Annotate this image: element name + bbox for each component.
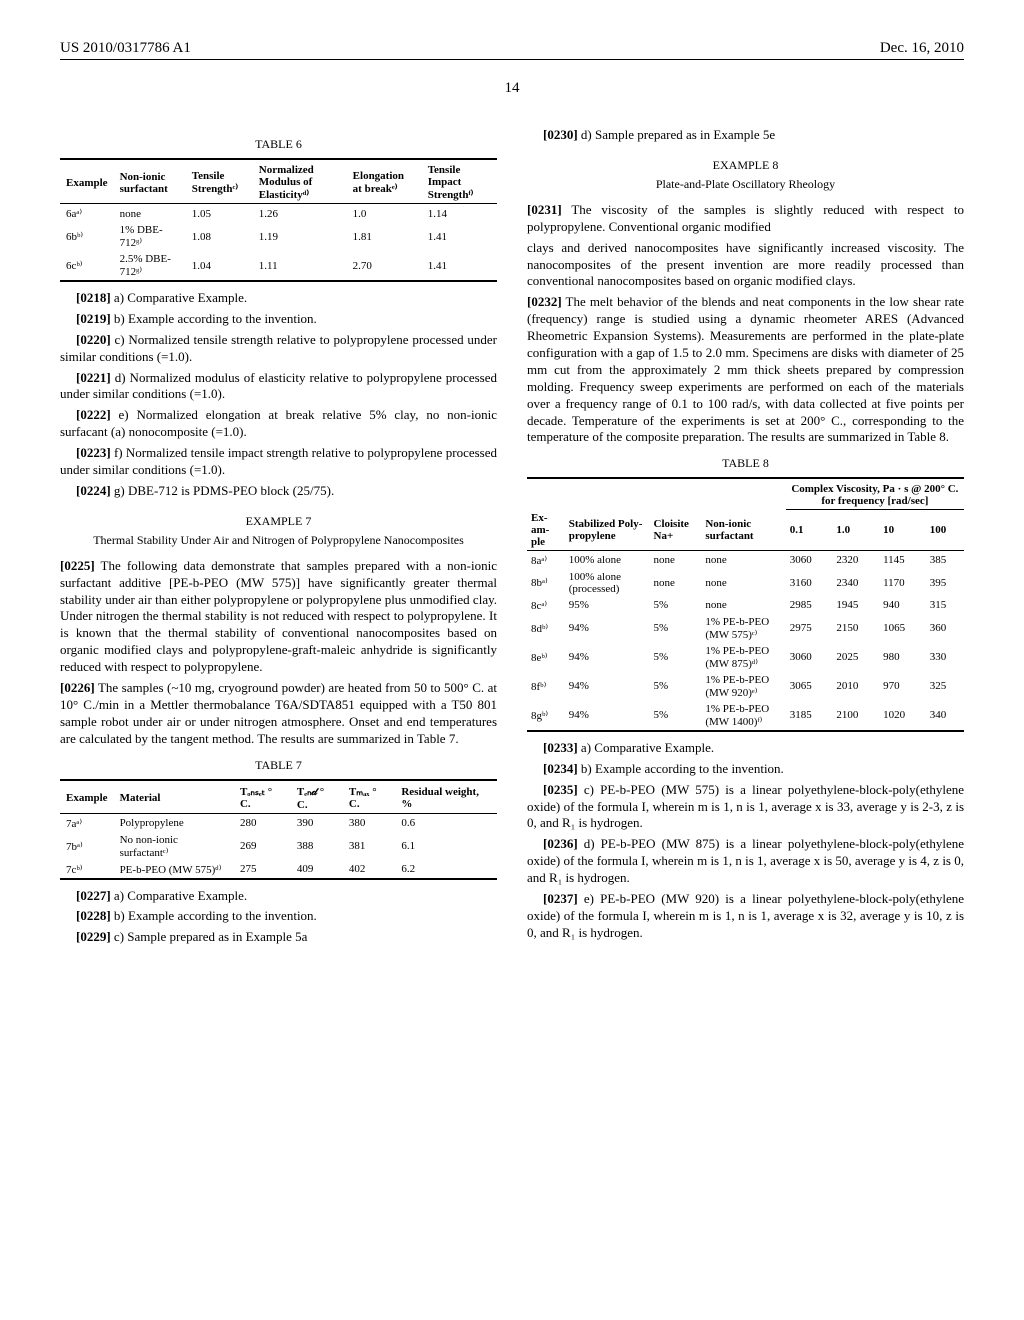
page-header: US 2010/0317786 A1 Dec. 16, 2010 — [60, 40, 964, 57]
note: [0228] b) Example according to the inven… — [60, 908, 497, 925]
note: [0234] b) Example according to the inven… — [527, 761, 964, 778]
note: [0237] e) PE-b-PEO (MW 920) is a linear … — [527, 891, 964, 942]
table8-super-header: Complex Viscosity, Pa · s @ 200° C. for … — [527, 481, 964, 510]
t6-h4: Elongation at breakᵉ⁾ — [347, 162, 422, 204]
table-row: 6aᵃ⁾none1.051.261.01.14 — [60, 205, 497, 222]
table8-caption: TABLE 8 — [527, 456, 964, 471]
table-row: 7aᵃ⁾Polypropylene2803903800.6 — [60, 815, 497, 832]
t6-h2: Tensile Strengthᶜ⁾ — [186, 162, 253, 204]
para-0225: [0225] The following data demonstrate th… — [60, 558, 497, 676]
t7-h5: Residual weight, % — [395, 783, 497, 814]
t7-h2: Tₒₙₛₑₜ ° C. — [234, 783, 291, 814]
header-rule — [60, 59, 964, 60]
note: [0224] g) DBE-712 is PDMS-PEO block (25/… — [60, 483, 497, 500]
t6-h5: Tensile Impact Strengthᶠ⁾ — [422, 162, 497, 204]
note: [0230] d) Sample prepared as in Example … — [527, 127, 964, 144]
t7-h4: Tₘₐₓ ° C. — [343, 783, 395, 814]
table-row: 7bᵃ⁾No non-ionic surfactantᶜ⁾2693883816.… — [60, 832, 497, 861]
example8-subtitle: Plate-and-Plate Oscillatory Rheology — [527, 177, 964, 192]
example7-title: EXAMPLE 7 — [60, 514, 497, 529]
table6-block: TABLE 6 Example Non-ionic surfactant Ten… — [60, 137, 497, 284]
note: [0233] a) Comparative Example. — [527, 740, 964, 757]
table-row: 6cᵇ⁾2.5% DBE-712ᵍ⁾1.041.112.701.41 — [60, 251, 497, 281]
example7-subtitle: Thermal Stability Under Air and Nitrogen… — [60, 533, 497, 548]
t8-h6: 10 — [879, 510, 926, 551]
table-row: 8bᵃ⁾100% alone (processed)nonenone316023… — [527, 569, 964, 597]
table8-block: TABLE 8 Complex Viscosity, Pa · s @ 200°… — [527, 456, 964, 734]
para-0232: [0232] The melt behavior of the blends a… — [527, 294, 964, 446]
t8-h0: Ex-am-ple — [527, 510, 565, 551]
note: [0219] b) Example according to the inven… — [60, 311, 497, 328]
t8-h5: 1.0 — [832, 510, 879, 551]
table6: Example Non-ionic surfactant Tensile Str… — [60, 158, 497, 284]
page-number: 14 — [60, 80, 964, 97]
table-row: 8cᵃ⁾95%5%none29851945940315 — [527, 597, 964, 614]
table-row: 8gᵇ⁾94%5%1% PE-b-PEO (MW 1400)ᶠ⁾31852100… — [527, 701, 964, 731]
table7-caption: TABLE 7 — [60, 758, 497, 773]
pub-number: US 2010/0317786 A1 — [60, 40, 191, 57]
t7-h0: Example — [60, 783, 114, 814]
t8-h1: Stabilized Poly-propylene — [565, 510, 650, 551]
table7-header: Example Material Tₒₙₛₑₜ ° C. Tₑₙ𝒹 ° C. T… — [60, 783, 497, 814]
para-0226: [0226] The samples (~10 mg, cryoground p… — [60, 680, 497, 748]
table-row: 7cᵇ⁾PE-b-PEO (MW 575)ᵈ⁾2754094026.2 — [60, 861, 497, 879]
t8-h3: Non-ionic surfactant — [701, 510, 785, 551]
t6-h1: Non-ionic surfactant — [114, 162, 186, 204]
note: [0223] f) Normalized tensile impact stre… — [60, 445, 497, 479]
note: [0222] e) Normalized elongation at break… — [60, 407, 497, 441]
note: [0220] c) Normalized tensile strength re… — [60, 332, 497, 366]
table-row: 6bᵇ⁾1% DBE-712ᵍ⁾1.081.191.811.41 — [60, 222, 497, 251]
note: [0221] d) Normalized modulus of elastici… — [60, 370, 497, 404]
t6-h0: Example — [60, 162, 114, 204]
t8-h7: 100 — [926, 510, 964, 551]
note: [0218] a) Comparative Example. — [60, 290, 497, 307]
note: [0229] c) Sample prepared as in Example … — [60, 929, 497, 946]
pub-date: Dec. 16, 2010 — [880, 40, 964, 57]
table6-header: Example Non-ionic surfactant Tensile Str… — [60, 162, 497, 204]
table8: Complex Viscosity, Pa · s @ 200° C. for … — [527, 477, 964, 734]
table-row: 8fᵇ⁾94%5%1% PE-b-PEO (MW 920)ᵉ⁾306520109… — [527, 672, 964, 701]
t8-h2: Cloisite Na+ — [650, 510, 702, 551]
note: [0227] a) Comparative Example. — [60, 888, 497, 905]
note: [0236] d) PE-b-PEO (MW 875) is a linear … — [527, 836, 964, 887]
t7-h3: Tₑₙ𝒹 ° C. — [291, 783, 343, 814]
body-columns: TABLE 6 Example Non-ionic surfactant Ten… — [60, 127, 964, 948]
table-row: 8aᵃ⁾100% alonenonenone306023201145385 — [527, 552, 964, 569]
example8-title: EXAMPLE 8 — [527, 158, 964, 173]
table7: Example Material Tₒₙₛₑₜ ° C. Tₑₙ𝒹 ° C. T… — [60, 779, 497, 882]
t6-h3: Normalized Modulus of Elasticityᵈ⁾ — [253, 162, 347, 204]
note: [0235] c) PE-b-PEO (MW 575) is a linear … — [527, 782, 964, 833]
table6-caption: TABLE 6 — [60, 137, 497, 152]
para-right-top: clays and derived nanocomposites have si… — [527, 240, 964, 291]
table8-header: Ex-am-ple Stabilized Poly-propylene Cloi… — [527, 510, 964, 551]
t8-h4: 0.1 — [786, 510, 833, 551]
table7-block: TABLE 7 Example Material Tₒₙₛₑₜ ° C. Tₑₙ… — [60, 758, 497, 882]
table-row: 8dᵇ⁾94%5%1% PE-b-PEO (MW 575)ᶜ⁾297521501… — [527, 614, 964, 643]
table-row: 8eᵇ⁾94%5%1% PE-b-PEO (MW 875)ᵈ⁾306020259… — [527, 643, 964, 672]
t7-h1: Material — [114, 783, 234, 814]
para-0231: [0231] The viscosity of the samples is s… — [527, 202, 964, 236]
t8-super: Complex Viscosity, Pa · s @ 200° C. for … — [786, 481, 964, 510]
